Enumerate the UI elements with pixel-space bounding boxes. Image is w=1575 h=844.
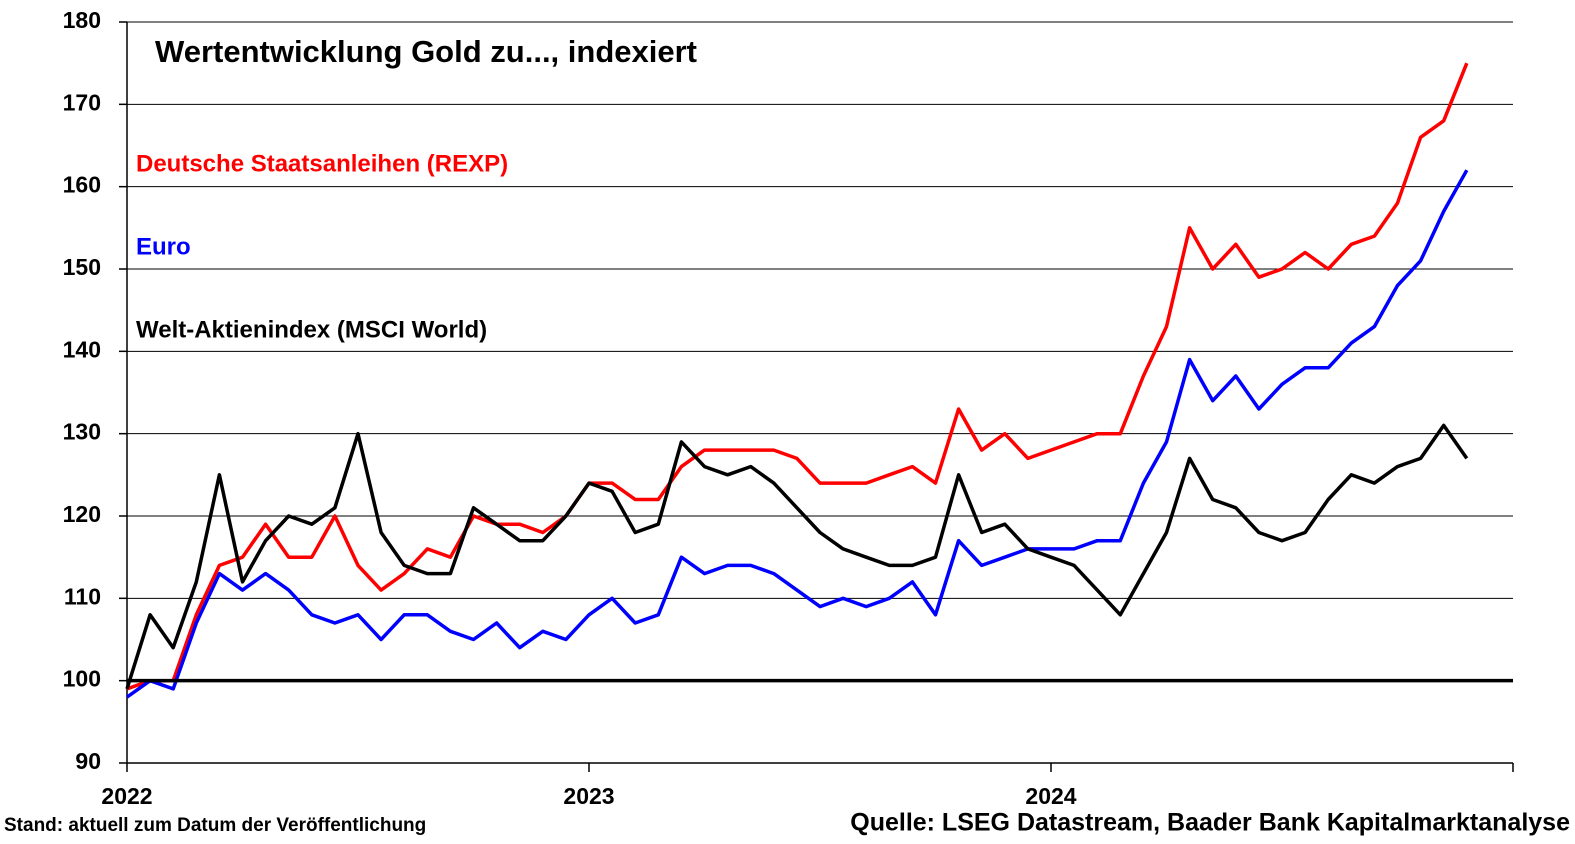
y-tick-label: 120 [63, 501, 101, 527]
x-tick-label: 2024 [1025, 783, 1076, 809]
series-line [125, 169, 1469, 699]
series-line [125, 423, 1469, 690]
legend-label: Welt-Aktienindex (MSCI World) [136, 316, 487, 343]
y-tick-label: 150 [63, 254, 101, 280]
legend-label: Deutsche Staatsanleihen (REXP) [136, 150, 508, 177]
y-tick-label: 140 [63, 336, 101, 362]
y-tick-label: 180 [63, 7, 101, 33]
chart-title: Wertentwicklung Gold zu..., indexiert [155, 34, 697, 69]
y-tick-label: 160 [63, 172, 101, 198]
y-tick-label: 100 [63, 666, 101, 692]
series-line [126, 62, 1469, 691]
x-tick-label: 2022 [101, 783, 152, 809]
x-tick-label: 2023 [563, 783, 614, 809]
y-tick-label: 90 [75, 748, 101, 774]
y-tick-label: 110 [64, 583, 101, 609]
source: Quelle: LSEG Datastream, Baader Bank Kap… [850, 809, 1570, 837]
y-tick-label: 170 [63, 89, 101, 115]
footnote: Stand: aktuell zum Datum der Veröffentli… [4, 815, 426, 836]
y-tick-label: 130 [63, 419, 101, 445]
legend-label: Euro [136, 233, 191, 260]
